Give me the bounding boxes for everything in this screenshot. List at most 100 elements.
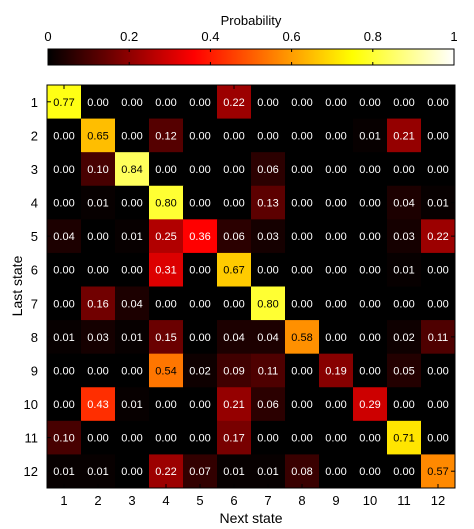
colorbar <box>47 48 455 66</box>
heatmap-cell <box>319 320 354 355</box>
cell-value-label: 0.04 <box>121 298 142 310</box>
cell-value-label: 0.00 <box>87 265 108 277</box>
x-tick-label: 12 <box>431 493 445 508</box>
cell-value-label: 0.00 <box>359 332 380 344</box>
cell-value-label: 0.00 <box>291 399 312 411</box>
cell-value-label: 0.00 <box>359 164 380 176</box>
y-tick-label: 9 <box>31 363 38 378</box>
cell-value-label: 0.00 <box>87 97 108 109</box>
heatmap-cell <box>81 420 116 455</box>
heatmap-cell <box>47 185 82 220</box>
heatmap-cell <box>421 152 456 187</box>
x-tick-label: 3 <box>128 493 135 508</box>
heatmap-cell <box>319 152 354 187</box>
cell-value-label: 0.29 <box>359 399 380 411</box>
cell-value-label: 0.00 <box>427 365 448 377</box>
cell-value-label: 0.00 <box>121 97 142 109</box>
cell-value-label: 0.00 <box>53 164 74 176</box>
x-axis-label: Next state <box>219 510 282 526</box>
colorbar-tick-label: 0.8 <box>364 29 382 44</box>
cell-value-label: 0.00 <box>53 365 74 377</box>
cell-value-label: 0.00 <box>359 365 380 377</box>
heatmap-cell <box>285 118 320 153</box>
cell-value-label: 0.00 <box>121 433 142 445</box>
cell-value-label: 0.00 <box>53 130 74 142</box>
cell-value-label: 0.58 <box>291 332 312 344</box>
cell-value-label: 0.04 <box>393 198 414 210</box>
cell-value-label: 0.31 <box>155 265 176 277</box>
heatmap-cell <box>183 420 218 455</box>
x-tick-labels: 1 2 3 4 5 6 7 8 9 10 11 12 <box>60 493 445 508</box>
heatmap-cell <box>149 420 184 455</box>
heatmap-cell <box>217 118 252 153</box>
heatmap-cell <box>81 286 116 321</box>
cell-value-label: 0.01 <box>393 265 414 277</box>
x-tick-label: 4 <box>162 493 169 508</box>
heatmap-cell <box>47 152 82 187</box>
heatmap-cell <box>217 286 252 321</box>
cell-value-label: 0.00 <box>223 164 244 176</box>
heatmap-cell <box>183 185 218 220</box>
heatmap-cell <box>353 219 388 254</box>
heatmap-cell <box>47 252 82 287</box>
heatmap-cell <box>115 420 150 455</box>
heatmap-cell <box>217 353 252 388</box>
cell-value-label: 0.00 <box>189 198 210 210</box>
heatmap-cell <box>285 320 320 355</box>
colorbar-ticks <box>47 49 455 65</box>
heatmap-cell <box>115 85 150 120</box>
heatmap-cell <box>81 252 116 287</box>
cell-value-label: 0.00 <box>427 265 448 277</box>
cell-value-label: 0.00 <box>359 198 380 210</box>
cell-value-label: 0.00 <box>121 466 142 478</box>
heatmap-cell <box>115 286 150 321</box>
cell-value-label: 0.80 <box>257 298 278 310</box>
cell-value-label: 0.00 <box>325 332 346 344</box>
cell-value-label: 0.01 <box>121 332 142 344</box>
cell-value-label: 0.03 <box>87 332 108 344</box>
heatmap-cell <box>421 85 456 120</box>
heatmap-cell <box>319 118 354 153</box>
heatmap-cell <box>183 320 218 355</box>
heatmap-cell <box>47 219 82 254</box>
heatmap-cell <box>319 454 354 489</box>
cell-value-label: 0.15 <box>155 332 176 344</box>
cell-value-label: 0.01 <box>53 466 74 478</box>
cell-value-label: 0.25 <box>155 231 176 243</box>
y-tick-label: 5 <box>31 229 38 244</box>
cell-value-label: 0.10 <box>53 433 74 445</box>
cell-value-label: 0.00 <box>155 433 176 445</box>
x-tick-label: 5 <box>196 493 203 508</box>
heatmap-cell <box>421 286 456 321</box>
heatmap-cell <box>285 219 320 254</box>
cell-value-label: 0.00 <box>427 433 448 445</box>
cell-value-label: 0.00 <box>325 265 346 277</box>
heatmap-cell <box>115 219 150 254</box>
y-tick-label: 11 <box>25 431 39 446</box>
heatmap-cell <box>387 454 422 489</box>
cell-value-label: 0.00 <box>53 265 74 277</box>
heatmap-cell <box>387 185 422 220</box>
cell-value-label: 0.03 <box>393 231 414 243</box>
heatmap-cell <box>353 286 388 321</box>
heatmap-cell <box>149 219 184 254</box>
heatmap-cell <box>285 420 320 455</box>
heatmap-cell <box>353 118 388 153</box>
cell-value-label: 0.00 <box>223 298 244 310</box>
heatmap-cell <box>353 320 388 355</box>
heatmap-cell <box>183 387 218 422</box>
heatmap-cells: 0.77 0.00 0.00 0.00 0.00 0.22 0.00 0.00 0.00 0.00… <box>47 85 456 489</box>
heatmap-cell <box>251 252 286 287</box>
heatmap-cell <box>319 420 354 455</box>
cell-value-label: 0.05 <box>393 365 414 377</box>
y-tick-label: 2 <box>31 128 38 143</box>
heatmap-cell <box>47 118 82 153</box>
x-tick-label: 8 <box>298 493 305 508</box>
cell-value-label: 0.00 <box>87 365 108 377</box>
heatmap-cell <box>183 286 218 321</box>
y-tick-label: 12 <box>24 464 38 479</box>
cell-value-label: 0.00 <box>325 466 346 478</box>
cell-value-label: 0.01 <box>359 130 380 142</box>
cell-value-label: 0.00 <box>121 265 142 277</box>
